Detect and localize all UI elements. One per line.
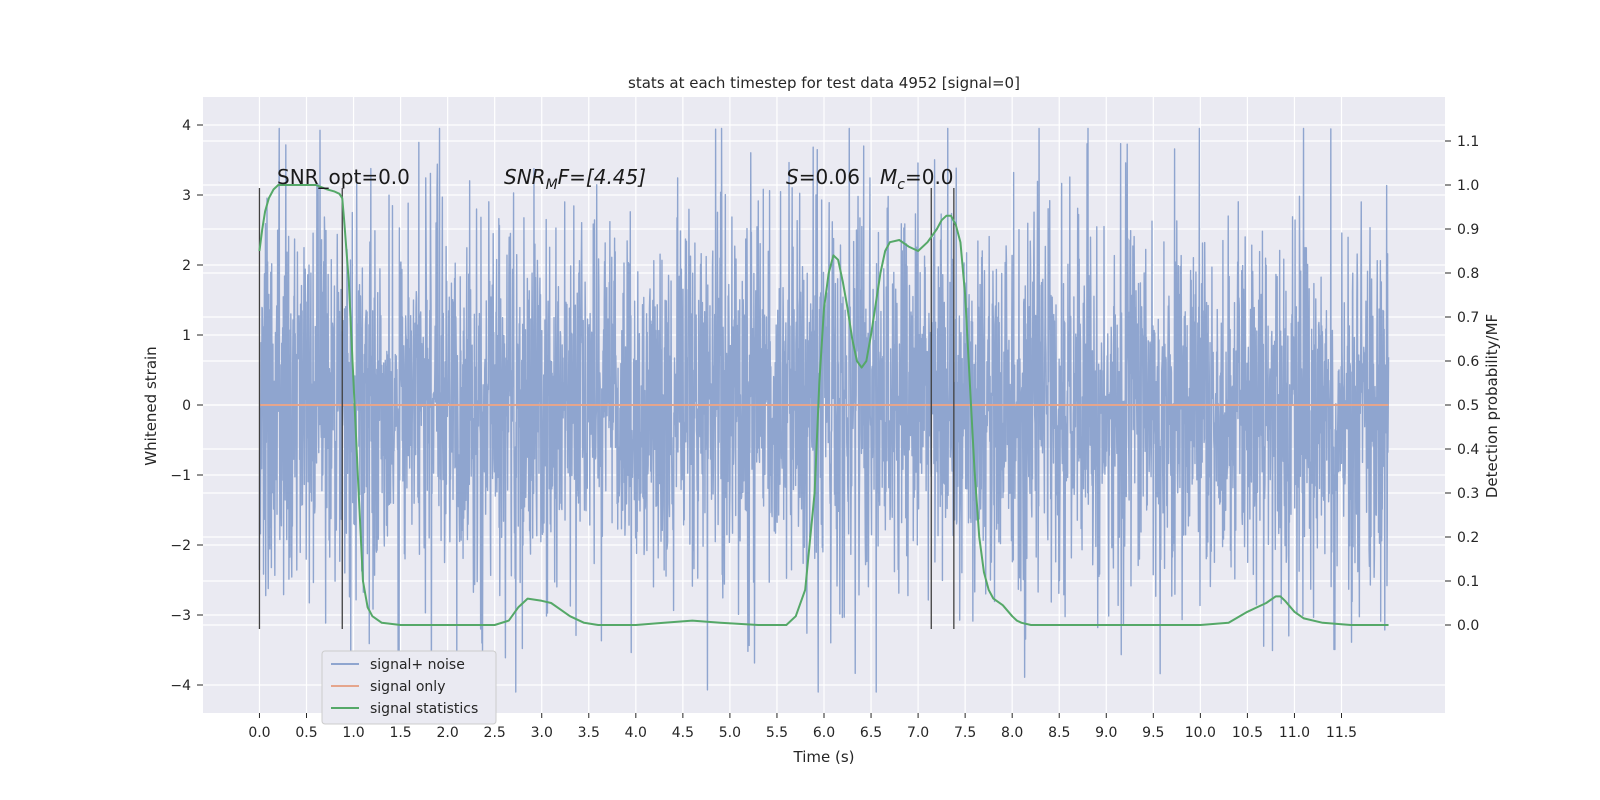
y-tick-label-left: −1 xyxy=(170,468,191,484)
annotation-s: S=0.06 xyxy=(786,165,860,189)
annotation-mc: Mc=0.0 xyxy=(880,165,954,193)
x-tick-label: 6.5 xyxy=(860,725,882,741)
x-tick-label: 2.5 xyxy=(484,725,506,741)
x-tick-label: 3.0 xyxy=(531,725,553,741)
x-tick-label: 0.0 xyxy=(248,725,270,741)
y-axis-label-right: Detection probability/MF xyxy=(1483,314,1501,498)
y-tick-label-left: 1 xyxy=(182,328,191,344)
legend: signal+ noise signal only signal statist… xyxy=(321,650,497,725)
x-tick-label: 5.0 xyxy=(719,725,741,741)
x-tick-label: 10.0 xyxy=(1185,725,1216,741)
x-tick-label: 3.5 xyxy=(578,725,600,741)
annotation-s-rest: =0.06 xyxy=(799,165,860,189)
y-tick-label-right: 1.0 xyxy=(1457,178,1479,194)
x-axis-label: Time (s) xyxy=(793,748,855,766)
legend-label-stats: signal statistics xyxy=(370,701,478,717)
y-tick-label-right: 0.3 xyxy=(1457,486,1479,502)
y-tick-label-right: 0.5 xyxy=(1457,398,1479,414)
legend-label-signal: signal only xyxy=(370,679,445,695)
annotation-mc-main: M xyxy=(880,165,897,189)
y-tick-label-right: 0.1 xyxy=(1457,574,1479,590)
x-tick-label: 9.5 xyxy=(1142,725,1164,741)
signal-statistics-series xyxy=(258,184,1389,626)
y-tick-label-left: 4 xyxy=(182,118,191,134)
x-tick-label: 8.5 xyxy=(1048,725,1070,741)
annotation-snr-opt: SNR_opt=0.0 xyxy=(277,165,410,189)
y-axis-label-left: Whitened strain xyxy=(142,346,160,465)
y-tick-label-left: −4 xyxy=(170,678,191,694)
x-tick-label: 4.0 xyxy=(625,725,647,741)
x-tick-label: 10.5 xyxy=(1232,725,1263,741)
x-tick-label: 9.0 xyxy=(1095,725,1117,741)
annotation-mc-sub: c xyxy=(897,177,905,193)
y-tick-label-right: 0.2 xyxy=(1457,530,1479,546)
annotation-snr-mf-main: SNR xyxy=(504,165,546,189)
annotation-s-main: S xyxy=(786,165,799,189)
signal-noise-series xyxy=(258,127,1390,693)
legend-label-noise: signal+ noise xyxy=(370,657,465,673)
x-tick-label: 1.0 xyxy=(342,725,364,741)
chart-title: stats at each timestep for test data 495… xyxy=(628,74,1020,92)
signal-noise-line xyxy=(258,127,1390,693)
y-tick-label-left: −2 xyxy=(170,538,191,554)
x-tick-label: 5.5 xyxy=(766,725,788,741)
x-tick-label: 0.5 xyxy=(295,725,317,741)
y-tick-label-right: 0.9 xyxy=(1457,222,1479,238)
y-tick-label-right: 0.7 xyxy=(1457,310,1479,326)
y-tick-label-left: −3 xyxy=(170,608,191,624)
y-tick-label-left: 0 xyxy=(182,398,191,414)
x-tick-label: 11.0 xyxy=(1279,725,1310,741)
x-tick-label: 1.5 xyxy=(389,725,411,741)
x-tick-label: 8.0 xyxy=(1001,725,1023,741)
annotation-snr-mf-sub: M xyxy=(546,177,558,193)
x-tick-label: 6.0 xyxy=(813,725,835,741)
x-tick-label: 11.5 xyxy=(1326,725,1357,741)
y-tick-label-left: 3 xyxy=(182,188,191,204)
annotation-mc-rest: =0.0 xyxy=(905,165,954,189)
vertical-markers xyxy=(258,188,955,629)
annotation-snr-mf-rest: F=[4.45] xyxy=(558,165,646,189)
x-tick-label: 7.5 xyxy=(954,725,976,741)
signal-statistics-line xyxy=(258,184,1389,626)
tick-labels: 0.0 0.5 1.0 1.5 2.0 2.5 3.0 3.5 4.0 4.5 5.0 5.5 6.0 6… xyxy=(170,118,1479,741)
y-tick-label-right: 0.8 xyxy=(1457,266,1479,282)
annotation-snr-mf: SNRMF=[4.45] xyxy=(504,165,646,193)
y-tick-label-left: 2 xyxy=(182,258,191,274)
y-tick-label-right: 0.4 xyxy=(1457,442,1479,458)
y-tick-label-right: 1.1 xyxy=(1457,134,1479,150)
y-tick-label-right: 0.6 xyxy=(1457,354,1479,370)
x-tick-label: 4.5 xyxy=(672,725,694,741)
legend-box xyxy=(321,650,497,725)
x-tick-label: 7.0 xyxy=(907,725,929,741)
y-tick-label-right: 0.0 xyxy=(1457,618,1479,634)
x-tick-label: 2.0 xyxy=(437,725,459,741)
